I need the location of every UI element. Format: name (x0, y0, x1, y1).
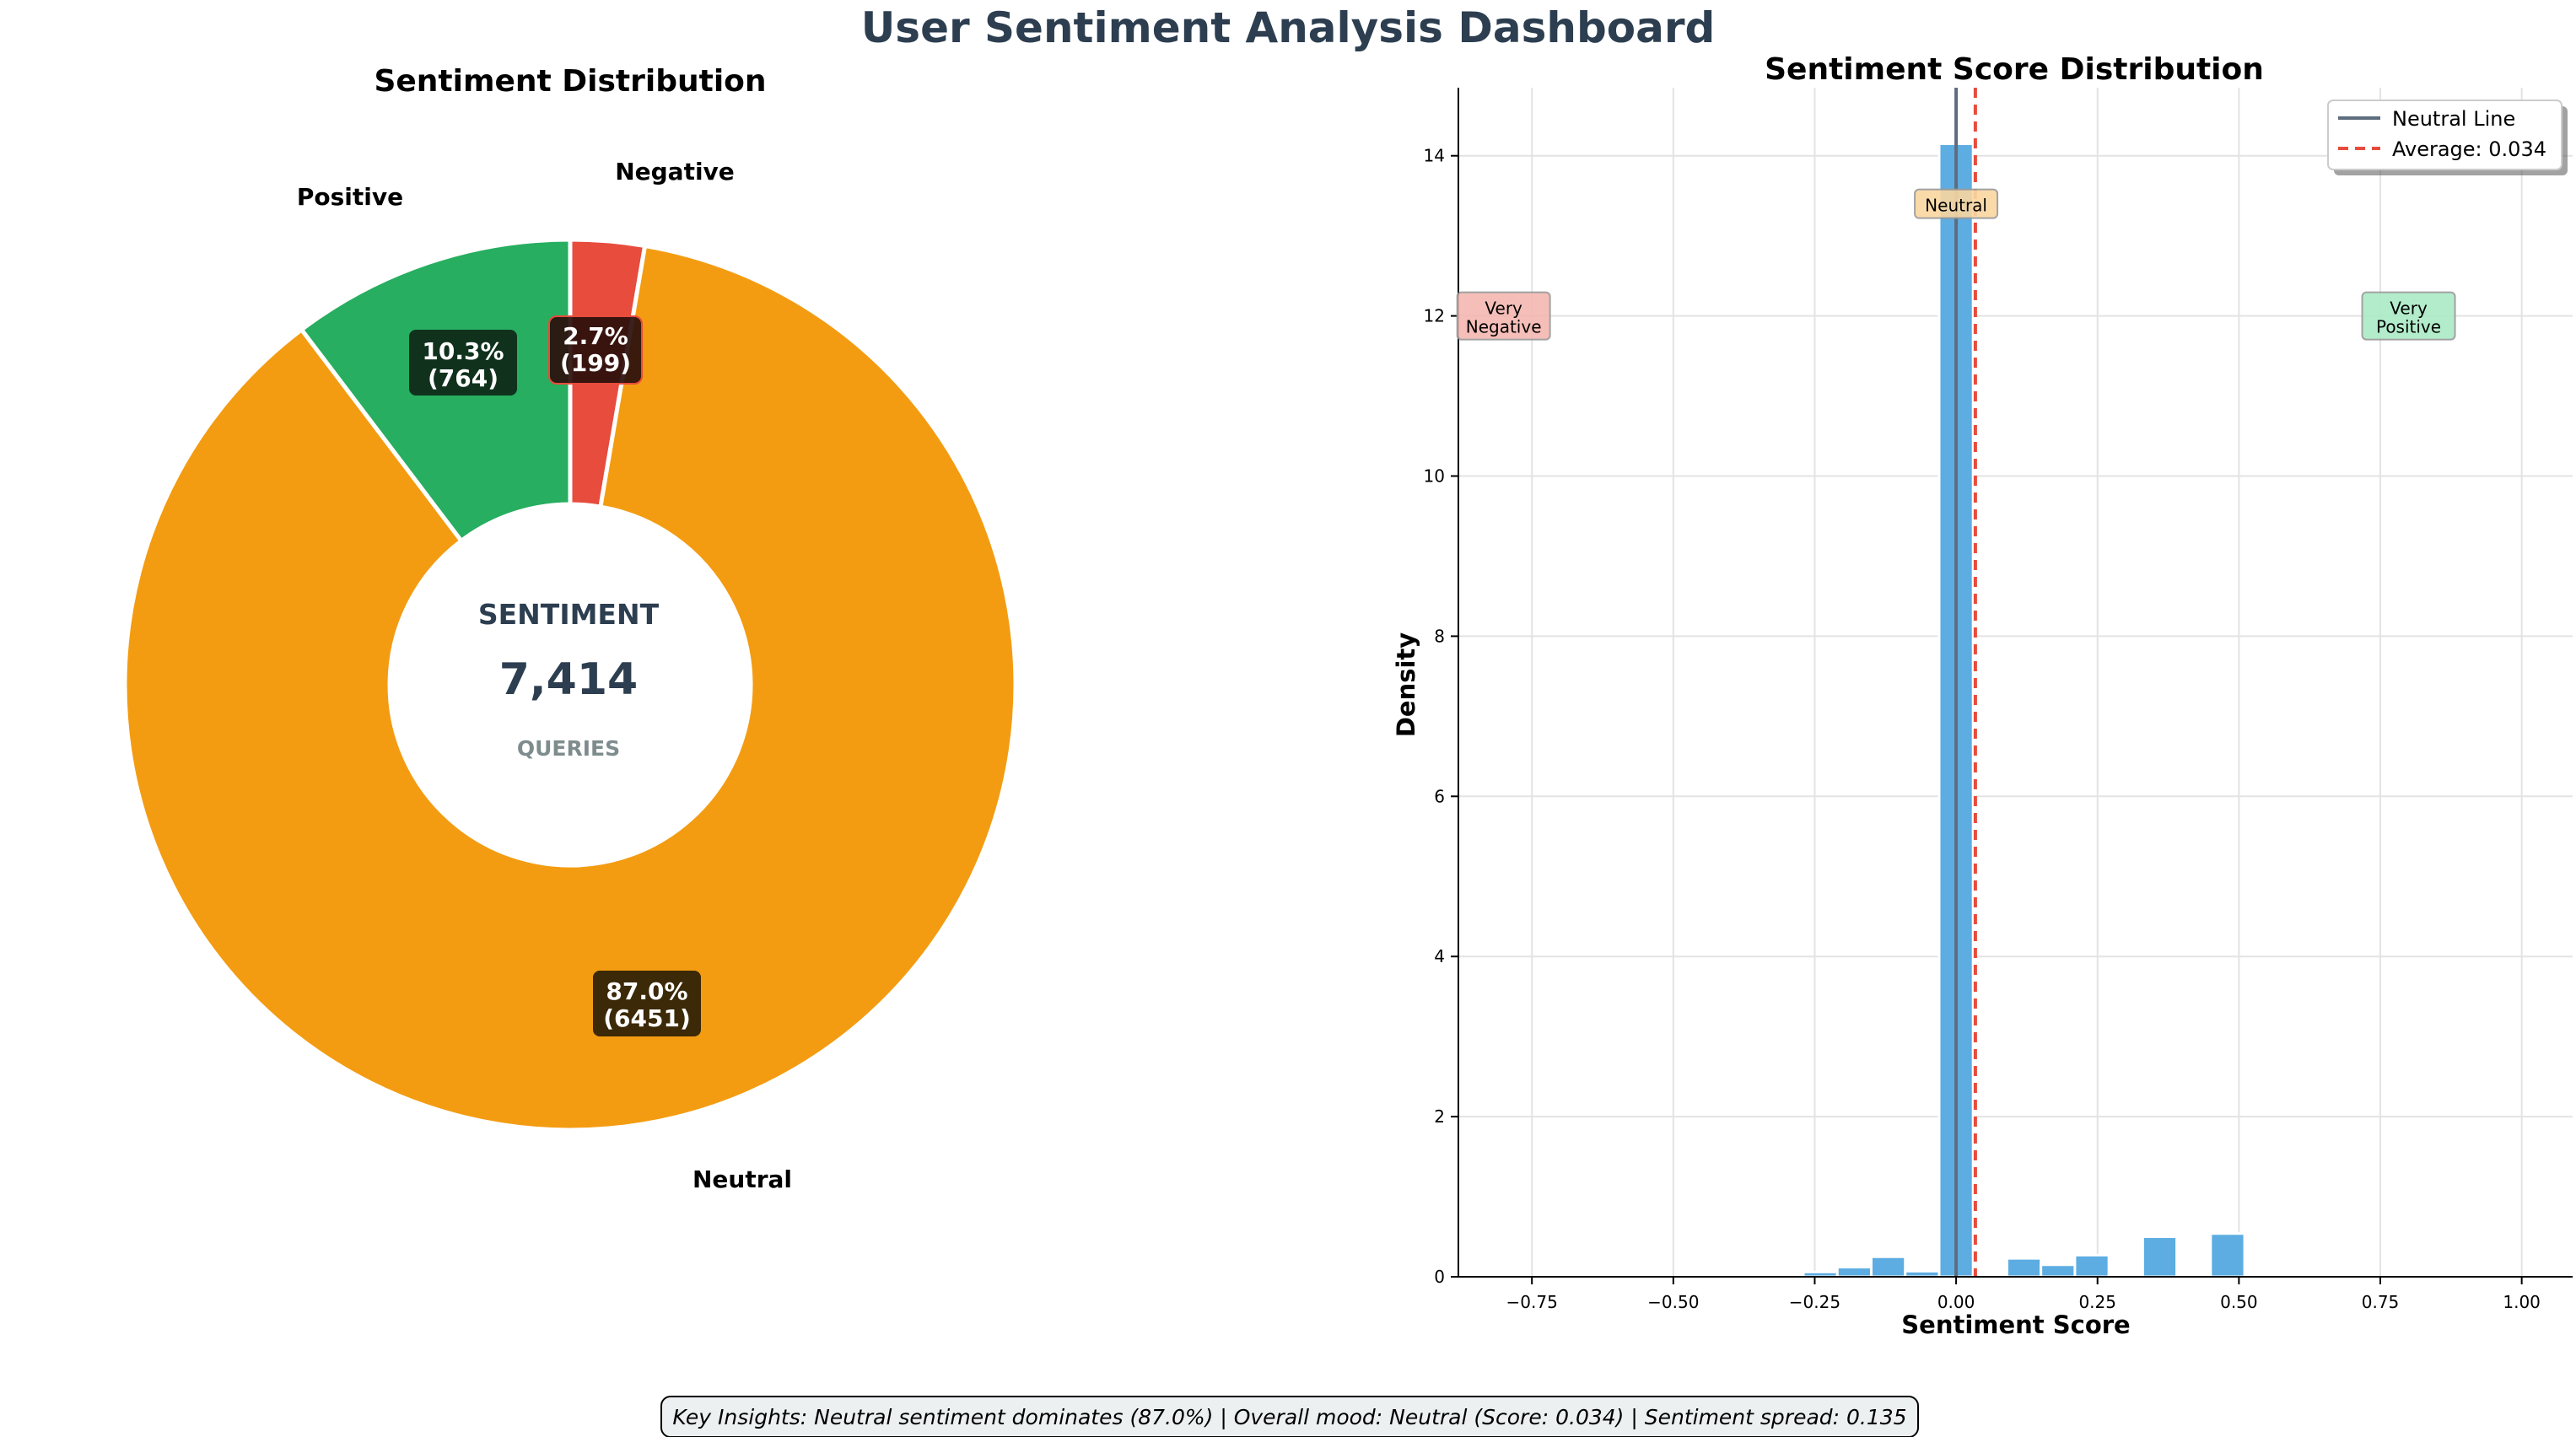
donut-slice-neutral (122, 243, 1018, 1133)
insights-text: Key Insights: Neutral sentiment dominate… (672, 1405, 1906, 1429)
histogram-bar (2209, 1232, 2246, 1278)
donut-badge-positive-count: (764) (428, 364, 498, 392)
y-tick-label: 12 (1424, 306, 1445, 326)
donut-label-neutral: Neutral (693, 1165, 792, 1193)
y-tick-label: 2 (1434, 1106, 1445, 1127)
x-tick-label: −0.25 (1789, 1292, 1840, 1312)
histogram-legend: Neutral Line Average: 0.034 (2327, 100, 2568, 175)
donut-badge-neutral: 87.0% (6451) (591, 969, 703, 1038)
x-tick-label: 0.00 (1937, 1292, 1975, 1312)
donut-center-caption: QUERIES (517, 736, 620, 761)
annotation-text: Very (2390, 299, 2428, 319)
donut-label-negative: Negative (615, 158, 735, 186)
donut-badge-positive: 10.3% (764) (407, 328, 519, 397)
donut-badge-negative-percent: 2.7% (563, 322, 628, 350)
donut-chart: Sentiment Distribution Negative Positive… (122, 64, 1018, 1193)
y-tick-label: 0 (1434, 1267, 1445, 1287)
x-tick-label: −0.50 (1647, 1292, 1699, 1312)
donut-center-heading: SENTIMENT (478, 598, 660, 631)
legend-label-average-line: Average: 0.034 (2392, 137, 2546, 161)
histogram-bar (2005, 1257, 2043, 1278)
y-tick-label: 10 (1424, 466, 1445, 487)
insights-box: Key Insights: Neutral sentiment dominate… (660, 1396, 1919, 1437)
donut-badge-neutral-percent: 87.0% (606, 977, 687, 1005)
x-tick-label: −0.75 (1506, 1292, 1558, 1312)
annotation-text: Negative (1466, 317, 1542, 337)
donut-label-positive: Positive (297, 183, 403, 211)
dashboard-title: User Sentiment Analysis Dashboard (861, 3, 1716, 52)
histogram-title: Sentiment Score Distribution (1765, 52, 2264, 87)
x-tick-label: 0.50 (2220, 1292, 2258, 1312)
histogram-bars (1768, 142, 2348, 1278)
y-tick-label: 14 (1424, 146, 1445, 166)
histogram-bar (2040, 1263, 2077, 1278)
annotation-text: Positive (2376, 317, 2441, 337)
x-tick-label: 1.00 (2503, 1292, 2541, 1312)
histogram-bar (2141, 1235, 2179, 1278)
histogram-x-label: Sentiment Score (1901, 1311, 2130, 1339)
histogram-bar (2073, 1253, 2110, 1278)
y-tick-label: 8 (1434, 626, 1445, 646)
legend-label-neutral-line: Neutral Line (2392, 107, 2515, 131)
histogram-chart: Sentiment Score Distribution −0.75 −0.50−… (1392, 52, 2573, 1339)
histogram-y-label: Density (1392, 632, 1420, 737)
donut-badge-negative-count: (199) (560, 349, 631, 377)
y-tick-label: 6 (1434, 786, 1445, 806)
x-tick-label: 0.75 (2362, 1292, 2400, 1312)
donut-chart-title: Sentiment Distribution (374, 64, 766, 99)
annotation-neutral: Neutral (1914, 188, 1999, 219)
histogram-bar (1870, 1255, 1907, 1278)
donut-badge-positive-percent: 10.3% (422, 337, 504, 365)
donut-badge-negative: 2.7% (199) (548, 315, 643, 385)
y-tick-label: 4 (1434, 946, 1445, 966)
histogram-ticks: −0.75 −0.50 −0.25 0.00 0.25 0.50 0.75 1.00 0 2 4 6 8… (1424, 146, 2541, 1312)
annotation-text: Very (1485, 299, 1522, 319)
donut-center-total: 7,414 (499, 654, 638, 705)
annotation-text: Neutral (1925, 196, 1987, 216)
histogram-grid (1458, 88, 2573, 1278)
histogram-reference-lines (1954, 88, 1977, 1277)
donut-slices (122, 237, 1018, 1133)
x-tick-label: 0.25 (2078, 1292, 2116, 1312)
donut-badge-neutral-count: (6451) (603, 1004, 691, 1032)
histogram-bar (1835, 1266, 1873, 1278)
